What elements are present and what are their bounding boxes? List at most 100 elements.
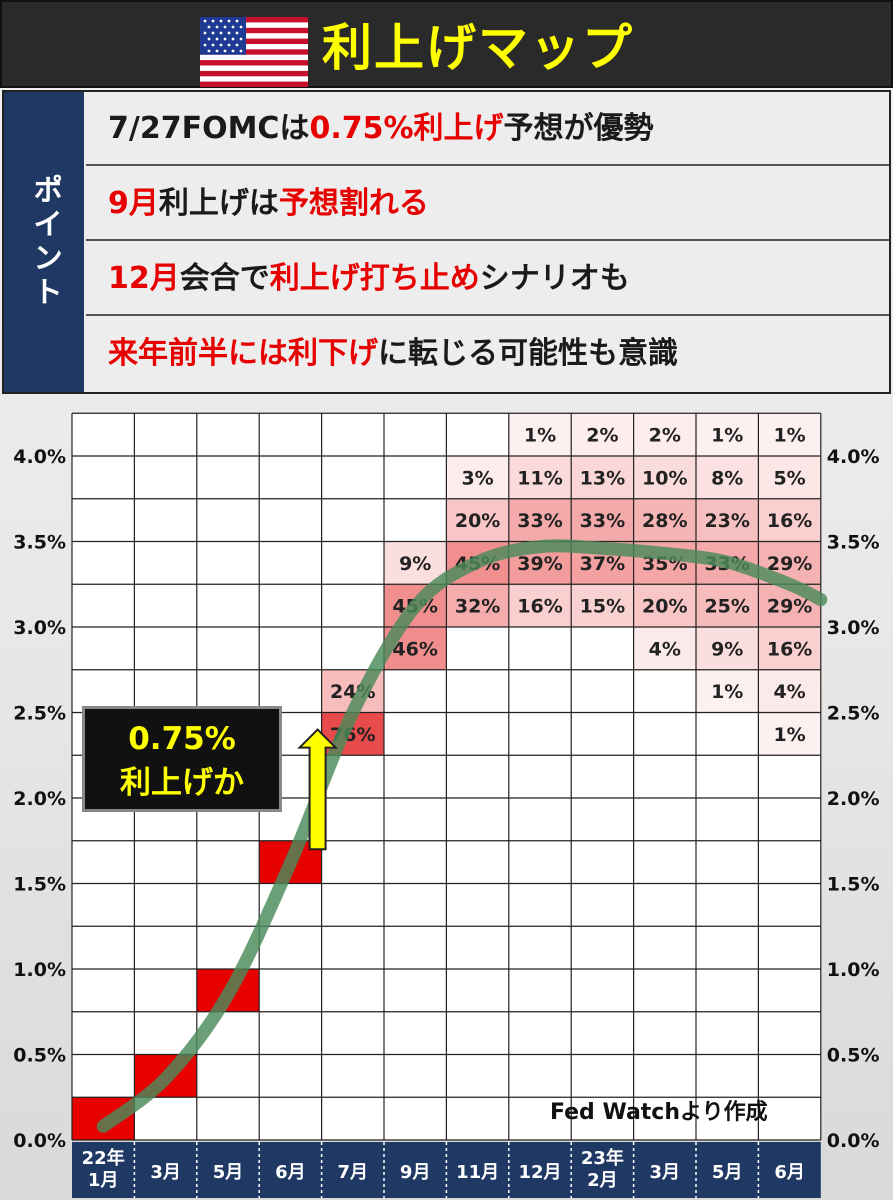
page-title: 利上げマップ xyxy=(322,19,634,77)
heatmap-cell xyxy=(384,541,447,585)
x-tick-label: 3月 xyxy=(650,1162,681,1183)
y-tick-label-left: 3.0% xyxy=(13,617,66,639)
point-row-3: 12月会合で利上げ打ち止めシナリオも xyxy=(86,242,889,316)
header-bar: 利上げマップ xyxy=(0,0,893,88)
rate-hike-heatmap: 0.0% 0.0% 0.5% 0.5% 1.0% 1.0% 1.5% 1.5% 2.0% 2.0%… xyxy=(13,412,880,1198)
point-segment: 来年前半には利下げ xyxy=(108,336,378,371)
x-tick-label: 3月 xyxy=(150,1162,181,1183)
heatmap-cell xyxy=(571,584,634,627)
y-tick-label-right: 4.0% xyxy=(827,446,880,468)
heatmap-cell xyxy=(571,413,634,456)
cell-value-label: 16% xyxy=(767,510,812,532)
annotation-line-2: 利上げか xyxy=(120,765,244,801)
y-tick-label-right: 3.0% xyxy=(827,617,880,639)
x-axis-bar xyxy=(72,1142,821,1198)
up-arrow-icon xyxy=(297,728,339,851)
point-segment: 利上げは xyxy=(158,186,279,221)
points-label-text: ポイント xyxy=(27,174,62,310)
heatmap-cell xyxy=(633,456,696,499)
heatmap-cell xyxy=(446,584,509,627)
heatmap-cell xyxy=(633,584,696,627)
x-tick-label: 5月 xyxy=(213,1162,244,1183)
cell-value-label: 8% xyxy=(711,467,743,489)
x-tick-label: 7月 xyxy=(338,1162,369,1183)
point-segment: シナリオも xyxy=(479,261,630,296)
points-label: ポイント xyxy=(4,92,84,392)
y-tick-label-right: 0.0% xyxy=(827,1130,880,1152)
point-segment: 12月 xyxy=(108,261,180,296)
us-flag-icon xyxy=(200,17,308,87)
cell-value-label: 15% xyxy=(580,596,625,618)
y-tick-label-right: 2.5% xyxy=(827,703,880,725)
y-tick-label-left: 2.5% xyxy=(13,703,66,725)
x-tick-label: 6月 xyxy=(275,1162,306,1183)
heatmap-cell xyxy=(696,584,759,627)
y-tick-label-right: 1.5% xyxy=(827,874,880,896)
heatmap-cell xyxy=(758,627,821,670)
heatmap-cell xyxy=(508,498,572,542)
heatmap-cell xyxy=(758,712,821,756)
point-segment: 0.75%利上げ xyxy=(309,111,504,146)
cell-value-label: 3% xyxy=(461,467,493,489)
point-segment: 会合で xyxy=(179,261,270,296)
x-tick-label: 5月 xyxy=(712,1162,743,1183)
x-tick-label: 9月 xyxy=(400,1162,431,1183)
point-segment: に転じる可能性も意識 xyxy=(378,336,678,371)
cell-value-label: 29% xyxy=(767,596,812,618)
x-tick-label: 6月 xyxy=(774,1162,805,1183)
cell-value-label: 32% xyxy=(455,596,500,618)
cell-value-label: 11% xyxy=(517,467,562,489)
point-segment: 利上げ打ち止め xyxy=(269,261,480,296)
cell-value-label: 33% xyxy=(580,510,625,532)
heatmap-cell xyxy=(446,498,509,542)
point-segment: 予想が優勢 xyxy=(503,111,654,146)
point-row-4: 来年前半には利下げに転じる可能性も意識 xyxy=(86,317,889,391)
point-segment: 予想割れる xyxy=(278,186,429,221)
y-tick-label-right: 1.0% xyxy=(827,959,880,981)
heatmap-cell xyxy=(758,498,821,542)
heatmap-cell xyxy=(508,584,572,627)
cell-value-label: 10% xyxy=(642,467,687,489)
y-tick-label-left: 2.0% xyxy=(13,788,66,810)
heatmap-cell xyxy=(696,498,759,542)
y-tick-label-right: 2.0% xyxy=(827,788,880,810)
annotation-box: 0.75% 利上げか xyxy=(82,706,282,812)
y-tick-label-right: 3.5% xyxy=(827,532,880,554)
cell-value-label: 20% xyxy=(455,510,500,532)
cell-value-label: 46% xyxy=(392,638,437,660)
point-segment: 9月 xyxy=(108,186,159,221)
heatmap-cell xyxy=(696,413,759,456)
cell-value-label: 16% xyxy=(767,638,812,660)
y-tick-label-left: 1.5% xyxy=(13,874,66,896)
cell-value-label: 25% xyxy=(704,596,749,618)
heatmap-cell xyxy=(696,669,759,713)
annotation-line-1: 0.75% xyxy=(128,721,236,757)
cell-value-label: 1% xyxy=(524,425,556,447)
heatmap-cell xyxy=(571,498,634,542)
heatmap-cell xyxy=(508,456,572,499)
cell-value-label: 4% xyxy=(649,638,681,660)
heatmap-cell xyxy=(758,669,821,713)
cell-value-label: 1% xyxy=(773,724,805,746)
cell-value-label: 16% xyxy=(517,596,562,618)
point-segment: 7/27FOMCは xyxy=(108,111,310,146)
cell-value-label: 23% xyxy=(704,510,749,532)
cell-value-label: 29% xyxy=(767,553,812,575)
cell-value-label: 37% xyxy=(580,553,625,575)
cell-value-label: 4% xyxy=(773,681,805,703)
x-tick-label: 11月 xyxy=(456,1162,499,1183)
point-row-2: 9月利上げは予想割れる xyxy=(86,167,889,241)
cell-value-label: 28% xyxy=(642,510,687,532)
heatmap-cell xyxy=(696,456,759,499)
heatmap-cell xyxy=(696,627,759,670)
heatmap-cell xyxy=(633,498,696,542)
cell-value-label: 5% xyxy=(773,467,805,489)
cell-value-label: 20% xyxy=(642,596,687,618)
heatmap-cell xyxy=(446,456,509,499)
points-panel: ポイント 7/27FOMCは0.75%利上げ予想が優勢 9月利上げは予想割れる … xyxy=(2,90,891,394)
cell-value-label: 2% xyxy=(649,425,681,447)
y-tick-label-left: 1.0% xyxy=(13,959,66,981)
y-tick-label-left: 4.0% xyxy=(13,446,66,468)
cell-value-label: 39% xyxy=(517,553,562,575)
heatmap-cell xyxy=(633,413,696,456)
